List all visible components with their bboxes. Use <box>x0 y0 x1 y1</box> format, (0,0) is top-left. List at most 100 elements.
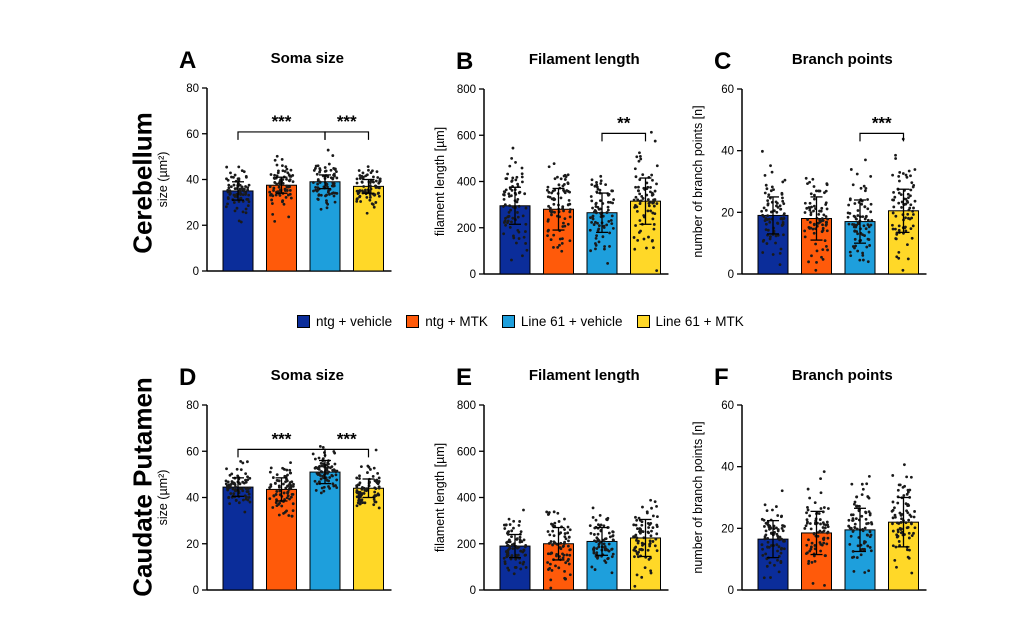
data-point <box>611 552 615 556</box>
data-point <box>770 170 774 174</box>
data-point <box>852 225 856 229</box>
data-point <box>271 506 275 509</box>
data-point <box>806 487 810 491</box>
data-point <box>515 241 518 245</box>
data-point <box>820 255 823 259</box>
data-point <box>814 268 818 272</box>
data-point <box>550 191 554 195</box>
data-point <box>566 559 570 563</box>
data-point <box>821 510 825 514</box>
data-point <box>867 474 871 478</box>
data-point <box>824 523 828 527</box>
data-point <box>524 242 528 245</box>
data-point <box>369 468 372 471</box>
data-point <box>271 212 275 216</box>
data-point <box>283 498 286 501</box>
data-point <box>764 552 768 556</box>
data-point <box>557 520 561 523</box>
data-point <box>905 492 909 496</box>
data-point <box>315 172 319 176</box>
data-point <box>634 224 637 227</box>
data-point <box>808 201 812 205</box>
data-point <box>897 224 901 228</box>
data-point <box>855 230 859 233</box>
data-point <box>557 566 561 570</box>
data-point <box>821 248 825 252</box>
data-point <box>504 223 507 227</box>
data-point <box>333 200 337 204</box>
data-point <box>607 219 611 223</box>
data-point <box>556 246 560 249</box>
data-point <box>896 488 900 492</box>
data-point <box>509 557 513 561</box>
data-point <box>546 561 549 564</box>
data-point <box>502 193 505 196</box>
data-point <box>316 178 320 181</box>
data-point <box>766 537 770 540</box>
y-tick-label: 0 <box>470 585 476 597</box>
data-point <box>856 544 860 548</box>
data-point <box>907 518 911 522</box>
data-point <box>851 519 854 522</box>
data-point <box>372 180 375 184</box>
data-point <box>770 210 773 214</box>
data-point <box>817 512 821 515</box>
data-point <box>330 184 334 188</box>
data-point <box>376 192 380 195</box>
data-point <box>818 518 822 521</box>
data-point <box>907 196 910 200</box>
data-point <box>861 258 865 262</box>
data-point <box>358 195 362 199</box>
data-point <box>247 183 251 187</box>
data-point <box>329 176 333 180</box>
data-point <box>816 221 820 225</box>
data-point <box>244 472 248 476</box>
data-point <box>603 247 606 251</box>
bar <box>309 471 341 591</box>
data-point <box>806 520 809 524</box>
data-point <box>651 540 655 543</box>
data-point <box>552 245 555 249</box>
data-point <box>805 511 808 515</box>
data-point <box>232 201 236 204</box>
data-point <box>273 173 277 177</box>
data-point <box>899 193 903 196</box>
data-point <box>365 195 369 199</box>
data-point <box>612 198 615 201</box>
data-point <box>776 514 780 517</box>
data-point <box>561 205 565 208</box>
data-point <box>227 186 231 190</box>
data-point <box>288 486 292 489</box>
data-point <box>521 562 525 566</box>
data-point <box>553 188 557 192</box>
data-point <box>812 204 816 208</box>
data-point <box>547 204 550 208</box>
data-point <box>510 535 513 539</box>
data-point <box>552 534 556 538</box>
data-point <box>374 480 378 483</box>
data-point <box>359 200 363 203</box>
data-point <box>335 478 339 482</box>
data-point <box>649 209 652 213</box>
data-point <box>639 157 643 161</box>
data-point <box>851 549 855 553</box>
data-point <box>312 169 316 172</box>
data-point <box>355 490 359 494</box>
data-point <box>268 185 272 189</box>
data-point <box>284 486 288 490</box>
data-point <box>245 495 248 499</box>
data-point <box>287 179 291 183</box>
data-point <box>898 511 902 515</box>
data-point <box>635 518 639 522</box>
data-point <box>235 467 239 471</box>
data-point <box>591 217 595 221</box>
data-point <box>287 215 291 219</box>
data-point <box>776 537 780 541</box>
data-point <box>357 492 361 496</box>
y-tick-label: 0 <box>193 585 199 597</box>
data-point <box>781 180 785 184</box>
data-point <box>820 543 824 547</box>
data-point <box>568 208 572 211</box>
data-point <box>861 487 865 491</box>
